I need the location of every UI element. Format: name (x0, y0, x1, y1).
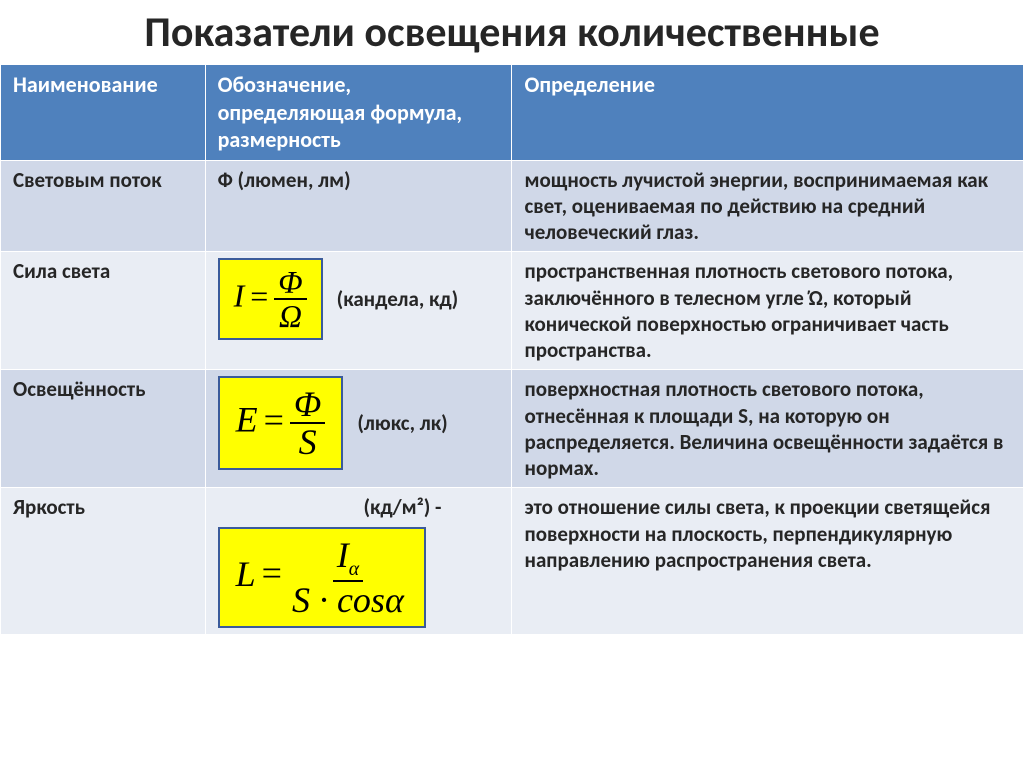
numerator: Φ (274, 266, 306, 300)
formula-lhs: L (236, 553, 256, 593)
formula-box: E=ΦS (218, 376, 344, 470)
indicators-table: Наименование Обозначение, определяющая ф… (0, 64, 1024, 634)
table-row: Сила света I=ΦΩ (кандела, кд) пространст… (1, 252, 1024, 370)
slide-title: Показатели освещения количественные (0, 0, 1024, 64)
fraction: ΦΩ (274, 266, 306, 332)
numerator: Φ (290, 386, 325, 424)
definition-text: это отношение силы света, к проекции све… (524, 494, 990, 573)
formula-lhs: E (236, 400, 258, 440)
formula-lhs: I (234, 278, 245, 314)
row-designation: Ф (люмен, лм) (205, 160, 512, 252)
row-name: Световым поток (1, 160, 206, 252)
row-name: Освещённость (1, 370, 206, 488)
table-header-row: Наименование Обозначение, определяющая ф… (1, 65, 1024, 161)
row-designation: (кд/м²) - L=IαS · cosα (205, 488, 512, 634)
slide: Показатели освещения количественные Наим… (0, 0, 1024, 767)
definition-text: мощность лучистой энергии, воспринимаема… (524, 167, 988, 246)
denominator: S (295, 424, 321, 460)
formula-box: L=IαS · cosα (218, 527, 426, 628)
definition-text: пространственная плотность светового пот… (524, 258, 953, 363)
fraction: IαS · cosα (288, 537, 408, 618)
definition-text: поверхностная плотность светового потока… (524, 376, 1003, 481)
denominator: Ω (275, 300, 306, 332)
row-name: Сила света (1, 252, 206, 370)
header-designation: Обозначение, определяющая формула, разме… (205, 65, 512, 161)
formula-box: I=ΦΩ (218, 258, 323, 340)
unit-label: (кд/м²) - (218, 494, 502, 520)
table-row: Световым поток Ф (люмен, лм) мощность лу… (1, 160, 1024, 252)
header-name: Наименование (1, 65, 206, 161)
table-row: Освещённость E=ΦS (люкс, лк) поверхностн… (1, 370, 1024, 488)
fraction: ΦS (290, 386, 325, 460)
numerator: Iα (333, 537, 363, 582)
row-definition: мощность лучистой энергии, воспринимаема… (512, 160, 1024, 252)
table-row: Яркость (кд/м²) - L=IαS · cosα это отнош… (1, 488, 1024, 634)
row-name: Яркость (1, 488, 206, 634)
row-designation: E=ΦS (люкс, лк) (205, 370, 512, 488)
header-definition: Определение (512, 65, 1024, 161)
unit-label: (люкс, лк) (357, 410, 447, 436)
row-definition: это отношение силы света, к проекции све… (512, 488, 1024, 634)
row-designation: I=ΦΩ (кандела, кд) (205, 252, 512, 370)
row-definition: пространственная плотность светового пот… (512, 252, 1024, 370)
denominator: S · cosα (288, 582, 408, 618)
row-definition: поверхностная плотность светового потока… (512, 370, 1024, 488)
unit-label: (кандела, кд) (337, 286, 459, 312)
